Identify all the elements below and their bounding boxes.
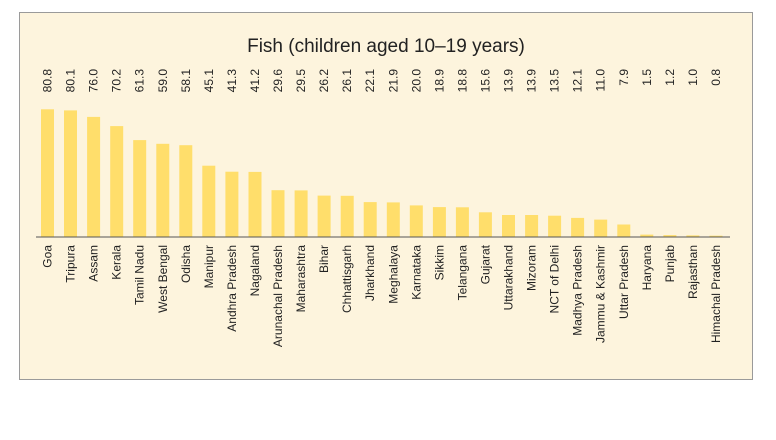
category-label: Tripura	[64, 245, 78, 283]
value-label: 18.9	[432, 69, 446, 93]
bar-maharashtra	[294, 190, 308, 237]
category-label: Manipur	[202, 245, 216, 288]
value-label: 11.0	[594, 69, 608, 92]
value-label: 26.2	[317, 69, 331, 93]
value-label: 26.1	[340, 69, 354, 93]
bar-west-bengal	[156, 143, 170, 237]
category-label: Andhra Pradesh	[225, 245, 239, 332]
bar-arunachal-pradesh	[271, 190, 285, 237]
category-label: NCT of Delhi	[548, 245, 562, 313]
value-label: 12.1	[571, 69, 585, 93]
bar-uttarakhand	[502, 215, 515, 237]
category-label: Meghalaya	[386, 245, 400, 304]
bar-telangana	[455, 207, 469, 237]
category-label: Kerala	[110, 245, 124, 280]
value-label: 1.0	[686, 69, 700, 86]
value-label: 70.2	[110, 69, 124, 93]
bar-manipur	[202, 165, 216, 237]
chart-frame: Fish (children aged 10–19 years) 80.8 80.…	[19, 12, 753, 380]
bar-bihar	[317, 195, 331, 237]
value-label: 29.5	[294, 69, 308, 93]
category-label: Tamil Nadu	[133, 245, 147, 305]
bar-odisha	[179, 145, 193, 237]
bar-goa	[41, 109, 54, 237]
bar-assam	[87, 116, 101, 237]
bar-jammu-kashmir	[594, 219, 608, 237]
category-label: Arunachal Pradesh	[271, 245, 285, 347]
value-label: 13.9	[525, 69, 539, 93]
category-label: Madhya Pradesh	[571, 245, 585, 336]
bar-rajasthan	[686, 235, 700, 237]
value-label: 18.8	[455, 69, 469, 93]
value-label: 13.5	[548, 69, 562, 93]
bar-nagaland	[248, 171, 262, 237]
value-label: 76.0	[87, 69, 101, 93]
category-label: Assam	[87, 245, 101, 282]
value-label: 80.1	[64, 69, 78, 93]
bar-chhattisgarh	[340, 195, 354, 237]
category-label: Bihar	[317, 245, 331, 273]
value-label: 15.6	[478, 69, 492, 93]
bar-haryana	[640, 234, 654, 237]
value-label: 22.1	[363, 69, 377, 93]
value-label: 20.0	[409, 69, 423, 93]
category-label: Mizoram	[525, 245, 539, 291]
value-label: 1.2	[663, 69, 677, 86]
value-label: 7.9	[617, 69, 631, 86]
value-label: 13.9	[502, 69, 516, 93]
bar-himachal-pradesh	[709, 235, 723, 237]
bar-mizoram	[525, 215, 539, 237]
bar-sikkim	[432, 207, 446, 237]
value-label: 61.3	[133, 69, 147, 93]
value-label: 58.1	[179, 69, 193, 93]
bar-karnataka	[409, 205, 423, 237]
category-label: West Bengal	[156, 245, 170, 313]
value-label: 1.5	[640, 69, 654, 86]
bar-meghalaya	[386, 202, 400, 237]
category-label: Uttarakhand	[502, 245, 516, 310]
category-label: Nagaland	[248, 245, 262, 296]
category-label: Uttar Pradesh	[617, 245, 631, 319]
bar-nct-of-delhi	[548, 215, 562, 237]
bar-madhya-pradesh	[571, 217, 585, 237]
value-label: 80.8	[41, 69, 55, 93]
category-label: Gujarat	[478, 244, 492, 284]
category-label: Telangana	[455, 245, 469, 301]
bars-group	[41, 109, 723, 237]
bar-andhra-pradesh	[225, 171, 239, 237]
category-label: Rajasthan	[686, 245, 700, 299]
value-label: 29.6	[271, 69, 285, 93]
bar-gujarat	[478, 212, 492, 237]
category-label: Punjab	[663, 245, 677, 283]
category-label: Chhattisgarh	[340, 245, 354, 313]
bar-tamil-nadu	[133, 140, 147, 237]
category-label: Haryana	[640, 245, 654, 291]
category-label: Odisha	[179, 245, 193, 283]
value-label: 0.8	[709, 69, 723, 86]
value-label: 59.0	[156, 69, 170, 93]
category-label: Jharkhand	[363, 245, 377, 301]
category-label: Goa	[41, 245, 55, 268]
value-label: 41.3	[225, 69, 239, 93]
bar-jharkhand	[363, 202, 377, 237]
fish-consumption-bar-chart: Fish (children aged 10–19 years) 80.8 80.…	[36, 36, 730, 347]
value-label: 45.1	[202, 69, 216, 93]
bar-kerala	[110, 126, 124, 237]
category-label: Maharashtra	[294, 245, 308, 313]
value-label: 21.9	[386, 69, 400, 93]
bar-punjab	[663, 235, 677, 237]
category-label: Jammu & Kashmir	[594, 245, 608, 343]
category-labels-group: Goa Tripura Assam Kerala Tamil Nadu West Beng…	[41, 244, 724, 347]
bar-uttar-pradesh	[617, 224, 631, 237]
category-label: Karnataka	[409, 245, 423, 300]
bar-tripura	[64, 110, 77, 237]
value-label: 41.2	[248, 69, 262, 93]
value-labels-group: 80.8 80.1 76.0 70.2 61.3 59.0 58.1 45.1 41.3 41.2…	[41, 69, 724, 93]
chart-title: Fish (children aged 10–19 years)	[247, 36, 525, 57]
category-label: Sikkim	[432, 245, 446, 280]
category-label: Himachal Pradesh	[709, 245, 723, 343]
